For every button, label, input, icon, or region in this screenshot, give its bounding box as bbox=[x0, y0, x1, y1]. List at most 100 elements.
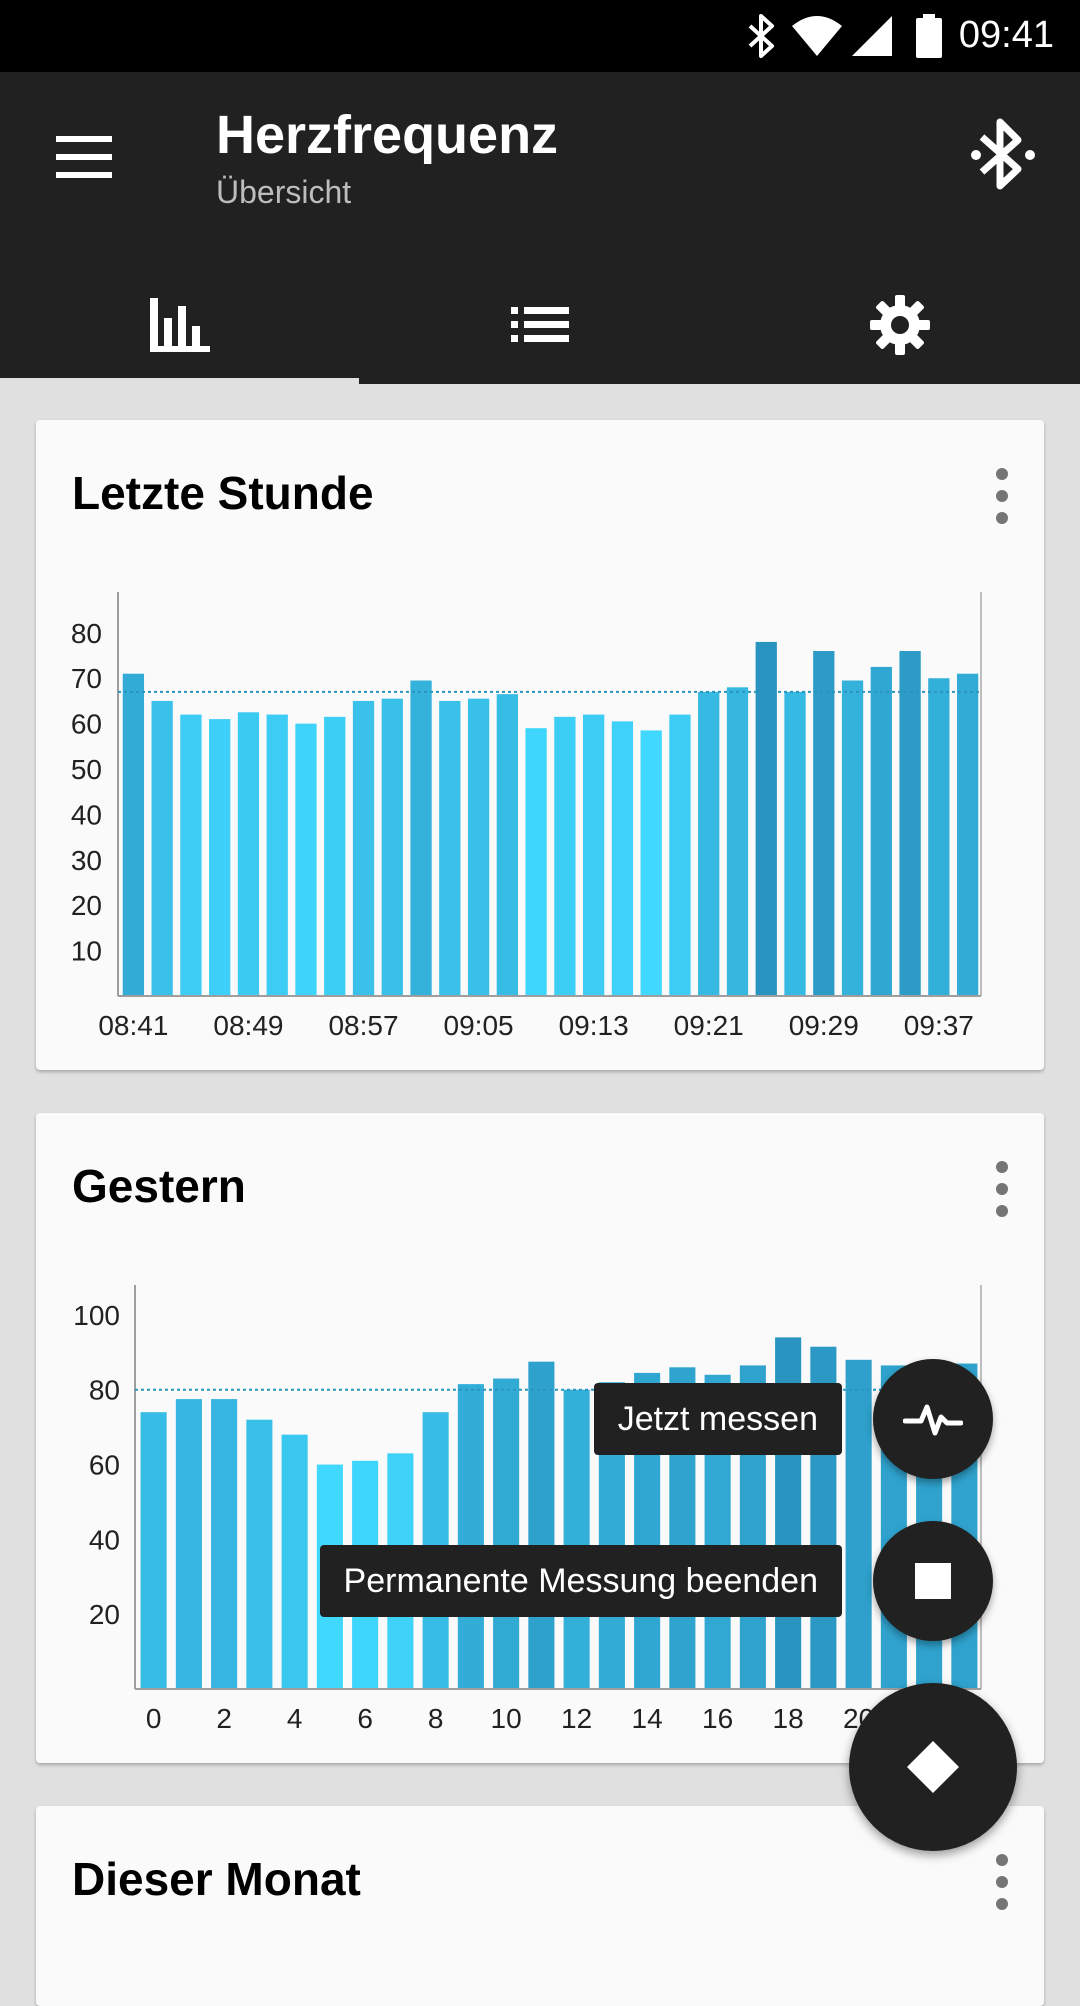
bar bbox=[381, 698, 403, 996]
bar bbox=[266, 714, 288, 996]
y-tick-label: 20 bbox=[89, 1599, 120, 1630]
bar bbox=[122, 673, 145, 996]
bar bbox=[528, 1361, 555, 1689]
x-tick-label: 09:29 bbox=[789, 1010, 859, 1041]
tab-settings[interactable] bbox=[720, 270, 1079, 380]
measure-now-label[interactable]: Jetzt messen bbox=[593, 1383, 842, 1455]
x-tick-label: 12 bbox=[561, 1703, 592, 1734]
y-tick-label: 50 bbox=[71, 754, 102, 785]
status-bar: 09:41 bbox=[0, 0, 1080, 72]
y-tick-label: 30 bbox=[71, 845, 102, 876]
bar bbox=[726, 687, 749, 996]
bar-chart-last-hour: 10 20 30 40 50 60 70 80 08:41 08:49 08:57 09:05 09:1… bbox=[71, 592, 982, 1041]
bar bbox=[554, 716, 576, 996]
y-tick-label: 40 bbox=[71, 799, 102, 830]
bar bbox=[563, 1389, 590, 1689]
bar bbox=[813, 651, 835, 996]
x-tick-label: 08:57 bbox=[328, 1010, 398, 1041]
x-tick-label: 2 bbox=[216, 1703, 232, 1734]
bar bbox=[669, 714, 691, 996]
bar bbox=[841, 680, 864, 996]
main-fab-button[interactable] bbox=[849, 1683, 1017, 1851]
bar bbox=[611, 721, 634, 996]
tab-overview-chart[interactable] bbox=[0, 270, 359, 380]
y-tick-label: 60 bbox=[89, 1450, 120, 1481]
bar bbox=[493, 1378, 520, 1689]
x-tick-label: 09:37 bbox=[904, 1010, 974, 1041]
bluetooth-searching-icon[interactable] bbox=[970, 112, 1040, 198]
bar bbox=[281, 1434, 308, 1689]
tab-indicator bbox=[0, 378, 359, 384]
signal-icon bbox=[852, 16, 892, 56]
bar bbox=[640, 730, 662, 996]
bar bbox=[583, 714, 605, 996]
bluetooth-icon bbox=[748, 14, 774, 58]
pulse-icon bbox=[903, 1404, 963, 1436]
y-tick-label: 100 bbox=[73, 1300, 120, 1331]
bar bbox=[698, 691, 720, 996]
app-title: Herzfrequenz bbox=[216, 105, 559, 165]
card-title: Letzte Stunde bbox=[72, 467, 374, 519]
bar bbox=[295, 723, 317, 996]
bar bbox=[784, 691, 806, 996]
bar bbox=[956, 673, 979, 996]
x-tick-label: 09:21 bbox=[674, 1010, 744, 1041]
y-tick-label: 10 bbox=[71, 936, 102, 967]
bar-chart-icon bbox=[149, 298, 210, 352]
x-tick-label: 6 bbox=[357, 1703, 373, 1734]
bar bbox=[211, 1399, 238, 1689]
bar bbox=[180, 714, 202, 996]
stop-icon bbox=[915, 1563, 951, 1599]
stop-permanent-label[interactable]: Permanente Messung beenden bbox=[319, 1545, 842, 1617]
bar bbox=[457, 1384, 484, 1689]
x-tick-label: 08:41 bbox=[98, 1010, 168, 1041]
bar bbox=[870, 666, 892, 996]
bar bbox=[175, 1399, 202, 1689]
card-title: Gestern bbox=[72, 1160, 246, 1212]
x-tick-label: 0 bbox=[146, 1703, 162, 1734]
measure-now-button[interactable] bbox=[873, 1359, 993, 1479]
wifi-icon bbox=[792, 16, 842, 56]
x-tick-label: 4 bbox=[287, 1703, 303, 1734]
hamburger-menu-icon[interactable] bbox=[48, 132, 138, 182]
y-tick-label: 20 bbox=[71, 890, 102, 921]
bar bbox=[928, 678, 950, 996]
overflow-menu-icon[interactable] bbox=[990, 1852, 1014, 1912]
list-icon bbox=[510, 307, 569, 342]
bar bbox=[467, 698, 490, 996]
bar bbox=[209, 719, 231, 996]
diamond-icon bbox=[907, 1741, 959, 1793]
stop-permanent-button[interactable] bbox=[873, 1521, 993, 1641]
x-tick-label: 18 bbox=[773, 1703, 804, 1734]
y-tick-label: 80 bbox=[89, 1375, 120, 1406]
bar bbox=[151, 700, 173, 996]
bar bbox=[324, 716, 346, 996]
card-last-hour: Letzte Stunde 10 20 30 40 50 60 70 80 08:41 08:49… bbox=[36, 420, 1044, 1070]
bar bbox=[755, 641, 777, 996]
gear-icon bbox=[869, 295, 930, 355]
y-tick-label: 70 bbox=[71, 663, 102, 694]
bar bbox=[410, 680, 432, 996]
app-subtitle: Übersicht bbox=[216, 174, 352, 210]
overflow-menu-icon[interactable] bbox=[990, 466, 1014, 526]
bar bbox=[899, 651, 921, 996]
x-tick-label: 8 bbox=[428, 1703, 444, 1734]
card-title: Dieser Monat bbox=[72, 1853, 361, 1905]
y-tick-label: 60 bbox=[71, 709, 102, 740]
y-tick-label: 80 bbox=[71, 618, 102, 649]
bar bbox=[439, 700, 461, 996]
bar bbox=[845, 1359, 872, 1689]
bar bbox=[246, 1419, 273, 1689]
x-tick-label: 08:49 bbox=[213, 1010, 283, 1041]
bar bbox=[496, 694, 518, 996]
y-tick-label: 40 bbox=[89, 1524, 120, 1555]
battery-icon bbox=[916, 14, 942, 58]
tab-list[interactable] bbox=[360, 270, 719, 380]
x-tick-label: 09:13 bbox=[559, 1010, 629, 1041]
bar bbox=[352, 700, 375, 996]
x-tick-label: 14 bbox=[632, 1703, 663, 1734]
status-time: 09:41 bbox=[958, 14, 1054, 56]
overflow-menu-icon[interactable] bbox=[990, 1159, 1014, 1219]
x-tick-label: 16 bbox=[702, 1703, 733, 1734]
bar bbox=[237, 712, 260, 996]
